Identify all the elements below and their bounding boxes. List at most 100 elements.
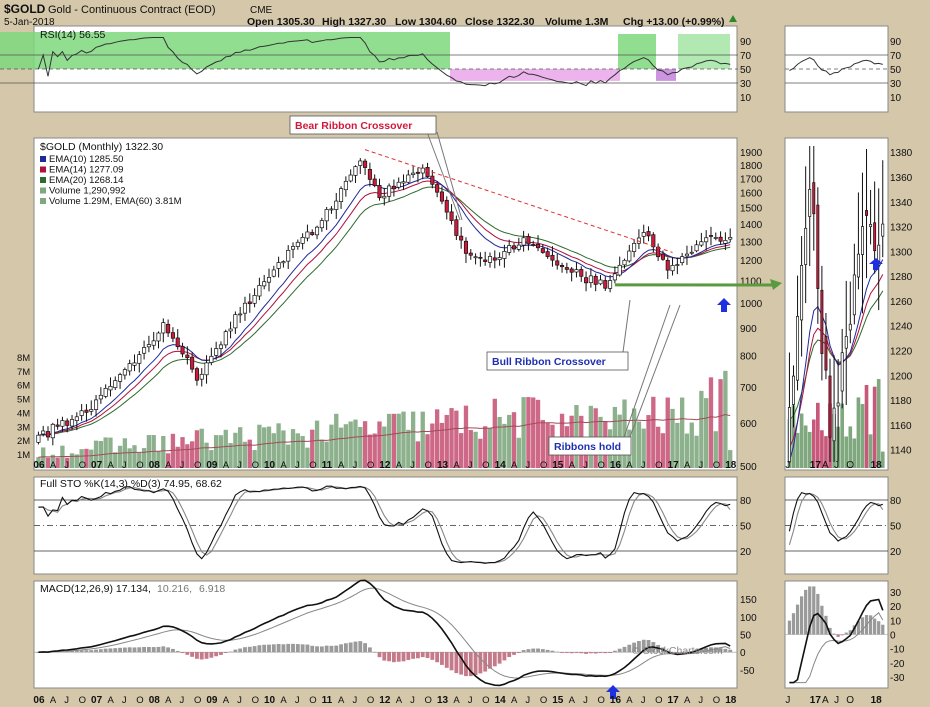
macd-tick-zoom: -10 (890, 645, 905, 656)
price-axis-month: A (511, 460, 518, 471)
macd-axis-month: J (583, 695, 588, 706)
volume-bar (132, 445, 137, 468)
price-axis-month: O (597, 460, 604, 471)
legend-background (36, 140, 226, 204)
volume-bar (535, 399, 541, 468)
rsi-tick: 50 (740, 65, 752, 76)
price-candle-zoom (800, 265, 804, 321)
volume-bar (473, 431, 478, 468)
price-candle (463, 240, 469, 254)
price-candle (324, 209, 329, 222)
macd-histogram-bar (137, 647, 142, 653)
zoom-x-label: J (785, 460, 790, 471)
price-tick-zoom: 1300 (890, 247, 913, 258)
macd-histogram-bar (612, 650, 617, 653)
price-tick-zoom: 1260 (890, 297, 913, 308)
macd-histogram-bar (569, 652, 574, 654)
header-exchange: CME (250, 5, 273, 16)
macd-histogram-bar (526, 649, 531, 653)
price-candle (319, 220, 324, 229)
price-candle (339, 188, 344, 202)
price-tick: 700 (740, 383, 757, 394)
volume-bar-zoom (807, 431, 812, 468)
macd-tick: 150 (740, 595, 757, 606)
macd-histogram-bar (728, 649, 733, 653)
macd-histogram-bar (531, 648, 536, 653)
volume-bar (295, 433, 300, 468)
macd-histogram-bar-zoom (828, 627, 832, 635)
volume-bar (497, 417, 502, 468)
price-axis-year: 12 (379, 460, 391, 471)
price-candle (276, 262, 281, 269)
rsi-line (37, 37, 731, 87)
volume-bar (170, 433, 176, 468)
rsi-tick-zoom: 10 (890, 93, 902, 104)
price-candle (487, 256, 493, 263)
macd-histogram-bar-zoom (808, 586, 812, 635)
rsi-label: RSI(14) 56.55 (40, 29, 106, 41)
price-tick: 800 (740, 351, 757, 362)
macd-axis-month: J (641, 695, 646, 706)
price-candle-zoom (812, 182, 816, 215)
price-axis-year: 10 (264, 460, 276, 471)
price-candle (454, 219, 459, 236)
price-tick: 900 (740, 324, 757, 335)
macd-histogram-bar (492, 652, 497, 667)
volume-bar (353, 419, 358, 468)
header-high: High 1327.30 (322, 16, 386, 28)
macd-histogram-bar-zoom (836, 634, 840, 637)
price-candle (65, 420, 70, 426)
price-axis-year: 15 (552, 460, 564, 471)
sto-tick-zoom: 80 (890, 496, 902, 507)
macd-axis-month: O (655, 695, 662, 706)
volume-bar-zoom (880, 451, 885, 468)
header-open: Open 1305.30 (247, 16, 315, 28)
price-candle (540, 248, 545, 253)
macd-histogram-bar-zoom (856, 621, 861, 635)
volume-bar (728, 450, 733, 468)
price-axis-month: A (223, 460, 230, 471)
macd-tick: 0 (740, 648, 746, 659)
macd-histogram-bar (723, 648, 728, 653)
price-candle (45, 431, 51, 438)
price-candle (69, 419, 75, 427)
blue-up-arrow-zoom-icon (869, 258, 883, 270)
price-candle (190, 356, 195, 370)
price-tick: 1100 (740, 277, 762, 288)
volume-bar (367, 434, 373, 468)
price-axis-month: A (626, 460, 633, 471)
volume-bar (319, 439, 325, 468)
price-candle (449, 211, 454, 221)
price-candle (36, 434, 41, 443)
volume-bar (314, 420, 320, 468)
rsi-tick: 30 (740, 79, 752, 90)
macd-axis-month: J (698, 695, 703, 706)
price-axis-month: J (64, 460, 69, 471)
macd-axis-year: 17 (668, 695, 680, 706)
price-axis-month: O (482, 460, 489, 471)
price-candle (627, 250, 632, 262)
macd-histogram-bar (151, 647, 156, 653)
macd-histogram-bar (699, 648, 704, 653)
macd-axis-month: A (280, 695, 287, 706)
price-axis-month: A (280, 460, 287, 471)
price-candle (622, 259, 627, 266)
volume-bar-zoom (856, 397, 861, 468)
price-candle (334, 200, 339, 210)
price-candle (204, 362, 209, 376)
price-candle-zoom (836, 402, 840, 407)
price-axis-year: 08 (149, 460, 161, 471)
price-candle (137, 354, 142, 364)
macd-histogram-bar (387, 652, 392, 662)
volume-bar (420, 411, 425, 468)
macd-histogram-bar (89, 650, 94, 653)
volume-bar (406, 429, 411, 468)
price-tick-zoom: 1160 (890, 421, 912, 432)
price-candle (348, 174, 353, 182)
macd-histogram-bar-zoom (804, 589, 808, 635)
price-candle (271, 269, 276, 277)
price-candle (180, 345, 185, 355)
macd-histogram-bar-zoom (791, 613, 796, 635)
rsi-tick-zoom: 30 (890, 79, 902, 90)
price-axis-month: O (79, 460, 86, 471)
